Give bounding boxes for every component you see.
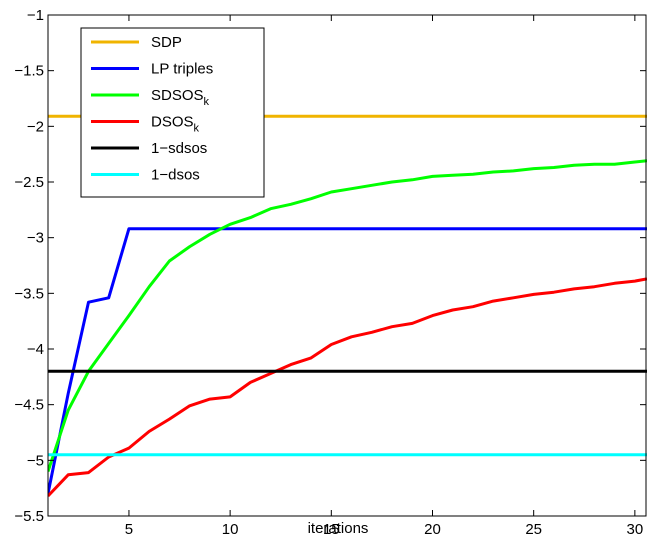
series-line-3 [48, 277, 647, 498]
axes [47, 14, 647, 517]
y-tick-label: −4 [27, 341, 44, 358]
legend-label-4: 1−sdsos [151, 140, 207, 157]
legend-subscript-3: k [194, 123, 200, 135]
y-tick-label: −5.5 [14, 508, 44, 525]
y-tick-label: −5 [27, 452, 44, 469]
y-tick-label: −1 [27, 7, 44, 24]
y-tick-label: −3.5 [14, 285, 44, 302]
legend-box [80, 27, 265, 198]
series-line-1 [48, 227, 647, 494]
series-line-2 [48, 159, 647, 472]
y-tick-label: −4.5 [14, 397, 44, 414]
axes-frame [47, 14, 647, 517]
tick-labels: 5 10 15 20 25 30 −5.5 −5 −4.5 −4 −3.5 −3 −2.5 −2 −1.5 −… [14, 7, 643, 538]
x-tick-label: 20 [424, 521, 441, 538]
legend: SDP LP triples SDSOSk DSOSk 1−sdsos 1−dsos [80, 27, 265, 198]
legend-label-2: SDSOSk [151, 87, 210, 108]
y-tick-label: −2 [27, 118, 44, 135]
series-lines [48, 114, 647, 498]
x-tick-label: 5 [125, 521, 133, 538]
x-tick-label: 10 [222, 521, 239, 538]
legend-label-5: 1−dsos [151, 167, 200, 184]
y-tick-label: −1.5 [14, 63, 44, 80]
legend-subscript-2: k [204, 96, 210, 108]
y-tick-label: −3 [27, 230, 44, 247]
y-tick-label: −2.5 [14, 174, 44, 191]
x-tick-label: 30 [627, 521, 644, 538]
legend-label-3: DSOSk [151, 114, 200, 135]
legend-label-1: LP triples [151, 61, 213, 78]
x-tick-label: 15 [323, 521, 340, 538]
x-axis-label: iterations [308, 520, 369, 537]
plot-area [48, 114, 647, 498]
x-tick-label: 25 [525, 521, 542, 538]
legend-label-0: SDP [151, 34, 182, 51]
